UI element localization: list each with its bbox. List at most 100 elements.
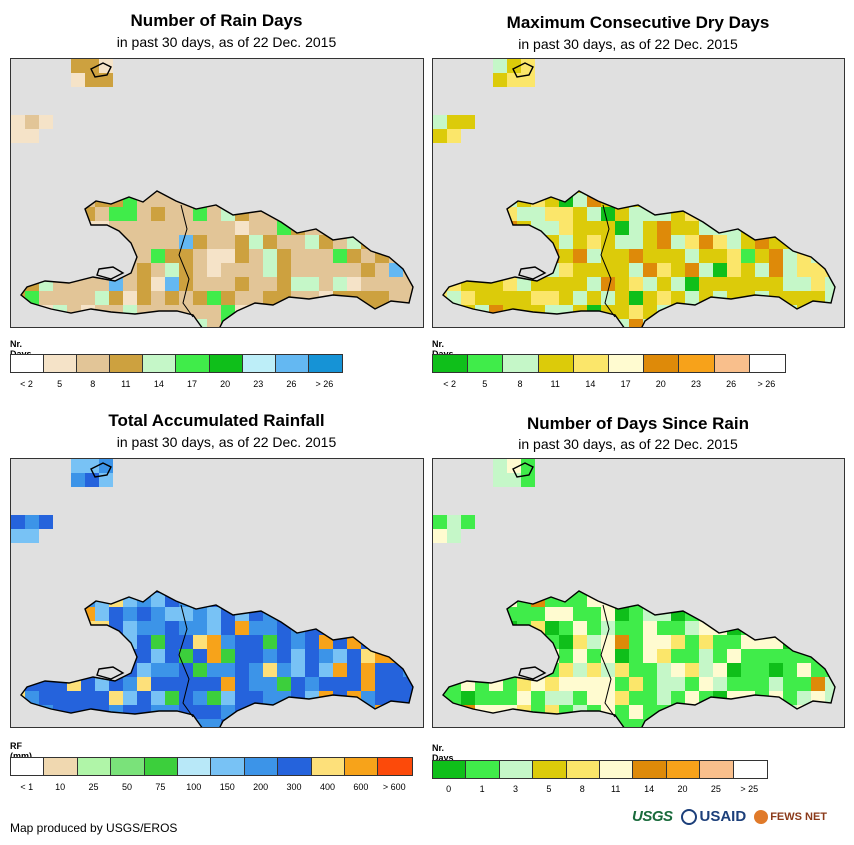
grid-cell (769, 705, 783, 719)
grid-cell (235, 193, 249, 207)
grid-cell (769, 193, 783, 207)
grid-cell (375, 607, 389, 621)
grid-cell (615, 579, 629, 593)
grid-cell (53, 593, 67, 607)
grid-cell (475, 579, 489, 593)
grid-cell (39, 579, 53, 593)
grid-cell (769, 593, 783, 607)
grid-cell (587, 579, 601, 593)
grid-cell (443, 193, 447, 207)
grid-cell (601, 319, 615, 327)
grid-cell (811, 277, 825, 291)
grid-cell (99, 473, 113, 487)
country-border (178, 604, 194, 718)
grid-cell (305, 705, 319, 719)
grid-cell (319, 277, 333, 291)
grid-cell (165, 179, 179, 193)
grid-cell (713, 249, 727, 263)
legend-swatch (345, 758, 379, 775)
legend-tick-label: 26 (286, 379, 297, 389)
grid-cell (207, 691, 221, 705)
grid-cell (291, 635, 305, 649)
grid-cell (685, 235, 699, 249)
grid-cell (165, 607, 179, 621)
panel-title: Number of Rain Days (130, 11, 303, 30)
grid-cell (797, 635, 811, 649)
grid-cell (839, 193, 844, 207)
grid-cell (839, 305, 844, 319)
grid-cell (389, 305, 403, 319)
grid-cell (825, 305, 835, 319)
grid-cell (95, 291, 109, 305)
grid-cell (375, 221, 389, 235)
grid-cell (517, 635, 531, 649)
grid-cell (305, 193, 319, 207)
grid-cell (839, 705, 844, 719)
grid-cell (503, 649, 517, 663)
grid-cell (783, 607, 797, 621)
grid-cell (375, 319, 389, 327)
grid-cell (447, 235, 461, 249)
legend-swatch (666, 761, 701, 778)
grid-cell (81, 305, 95, 319)
grid-cell (685, 663, 699, 677)
grid-cell (137, 221, 151, 235)
grid-cell (825, 193, 835, 207)
grid-cell (489, 719, 503, 727)
grid-cell (797, 593, 811, 607)
legend-tick-label: 11 (121, 379, 131, 389)
grid-cell (305, 593, 319, 607)
grid-cell (797, 719, 811, 727)
grid-cell (137, 635, 151, 649)
grid-cell (587, 207, 601, 221)
grid-cell (389, 635, 403, 649)
panel-title: Total Accumulated Rainfall (108, 411, 325, 430)
grid-cell (531, 607, 545, 621)
grid-cell (615, 663, 629, 677)
fews-logo-text: FEWS NET (770, 810, 828, 823)
grid-cell (685, 179, 699, 193)
grid-cell (71, 473, 85, 487)
grid-cell (375, 207, 389, 221)
grid-cell (179, 607, 193, 621)
grid-cell (221, 635, 235, 649)
grid-cell (235, 635, 249, 649)
grid-cell (755, 305, 769, 319)
grid-cell (81, 593, 95, 607)
grid-cell (193, 235, 207, 249)
grid-cell (179, 277, 193, 291)
grid-cell (461, 719, 475, 727)
grid-cell (95, 593, 109, 607)
grid-cell (685, 677, 699, 691)
grid-cell (671, 291, 685, 305)
grid-cell (727, 305, 741, 319)
grid-cell (629, 705, 643, 719)
grid-cell (503, 635, 517, 649)
grid-cell (489, 621, 503, 635)
grid-cell (573, 621, 587, 635)
grid-cell (559, 319, 573, 327)
grid-cell (671, 719, 685, 727)
grid-cell (671, 593, 685, 607)
grid-cell (53, 607, 67, 621)
grid-cell (443, 649, 447, 663)
grid-cell (461, 691, 475, 705)
grid-cell (531, 663, 545, 677)
grid-cell (305, 719, 319, 727)
grid-cell (151, 635, 165, 649)
grid-cell (81, 579, 95, 593)
grid-cell (137, 691, 151, 705)
grid-cell (727, 677, 741, 691)
grid-cell (587, 691, 601, 705)
grid-cell (179, 663, 193, 677)
grid-cell (461, 235, 475, 249)
grid-cell (67, 179, 81, 193)
grid-cell (755, 677, 769, 691)
coastline (512, 462, 534, 478)
grid-cell (263, 649, 277, 663)
grid-cell (629, 635, 643, 649)
grid-cell (95, 319, 109, 327)
grid-cell (517, 607, 531, 621)
grid-cell (277, 677, 291, 691)
grid-cell (417, 663, 423, 677)
